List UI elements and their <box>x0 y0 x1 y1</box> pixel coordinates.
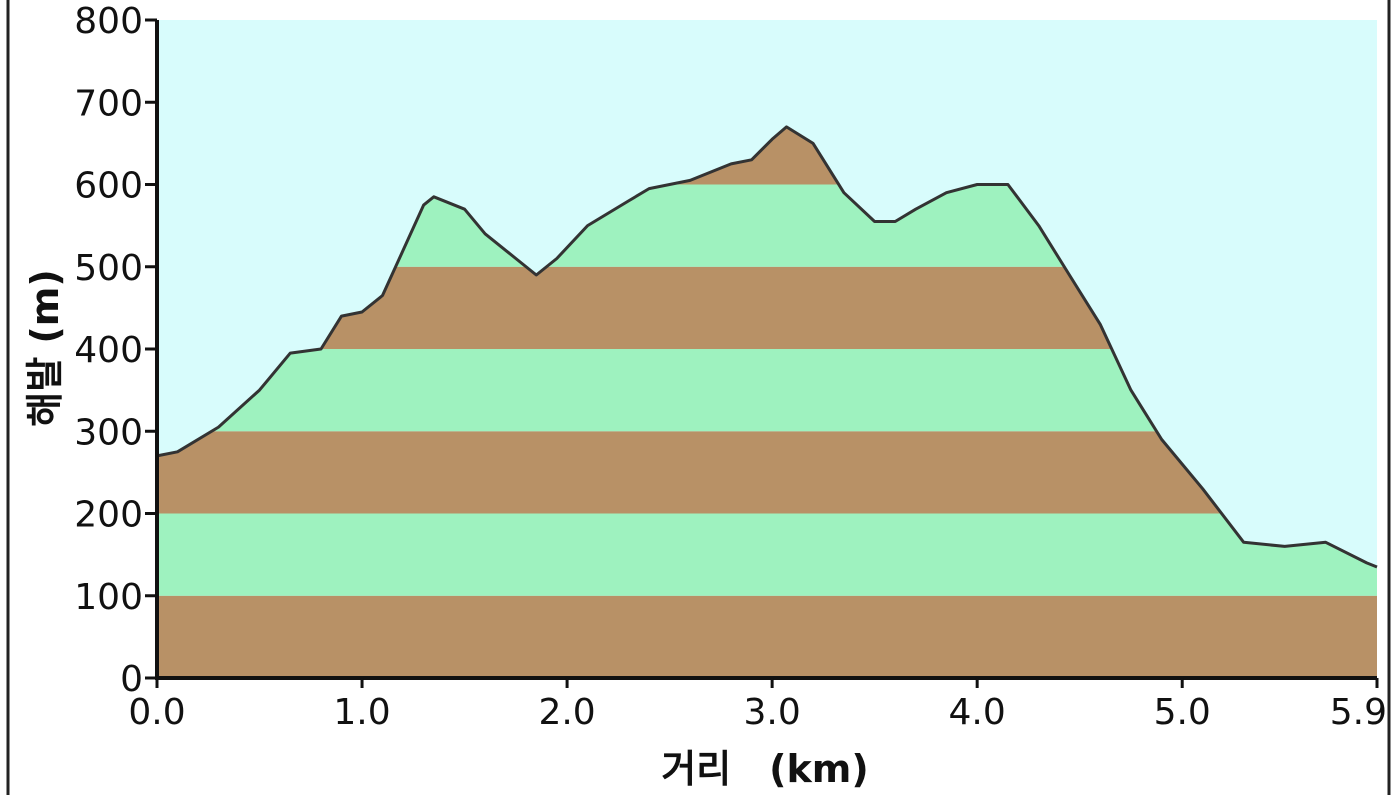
y-tick-label: 200 <box>74 495 143 536</box>
x-tick-label: 5.9 <box>1330 692 1387 733</box>
x-axis-ticks: 0.0 1.0 2.0 3.0 4.0 5.0 5.9 <box>128 678 1387 733</box>
x-tick-label: 1.0 <box>333 692 390 733</box>
y-tick-label: 0 <box>120 659 143 700</box>
y-tick-label: 800 <box>74 1 143 42</box>
y-tick-label: 400 <box>74 330 143 371</box>
y-tick-label: 500 <box>74 248 143 289</box>
y-axis-ticks: 0 100 200 300 400 500 600 700 800 <box>74 1 157 700</box>
elevation-band <box>157 595 1377 678</box>
y-tick-label: 600 <box>74 166 143 207</box>
x-tick-label: 0.0 <box>128 692 185 733</box>
x-tick-label: 4.0 <box>949 692 1006 733</box>
y-tick-label: 300 <box>74 412 143 453</box>
y-tick-label: 100 <box>74 577 143 618</box>
y-tick-label: 700 <box>74 83 143 124</box>
x-tick-label: 2.0 <box>538 692 595 733</box>
y-axis-label: 해발 (m) <box>23 269 67 426</box>
x-tick-label: 5.0 <box>1154 692 1211 733</box>
x-tick-label: 3.0 <box>743 692 800 733</box>
elevation-band <box>157 513 1377 596</box>
elevation-profile-line <box>156 125 1378 569</box>
x-axis-label: 거리 (km) <box>661 747 869 791</box>
